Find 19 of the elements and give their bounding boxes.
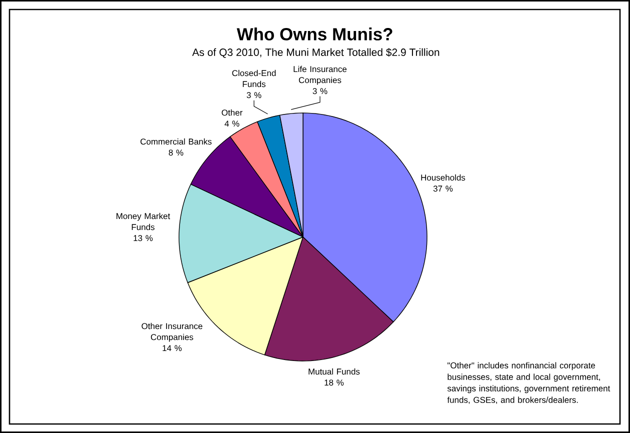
slice-label: Other Insurance Companies <box>142 322 202 342</box>
data-label: 8 % <box>168 150 184 156</box>
data-label: 13 % <box>134 235 153 242</box>
data-label: 37 % <box>433 186 453 192</box>
slice-label: Money Market Funds <box>116 212 170 230</box>
slice-label: Commercial Banks <box>140 138 212 145</box>
chart-subtitle: As of Q3 2010, The Muni Market Totalled $2.9 Trillion <box>192 48 440 58</box>
data-label: 3 % <box>246 92 262 98</box>
slice-label: Life Insurance Companies <box>294 66 347 85</box>
slice-label: Closed-End Funds <box>232 70 276 88</box>
data-label: 14 % <box>162 345 182 352</box>
text: "Other" includes nonfinancial corporate businesses, state and local government, savings institutions, government retirement funds, GSEs, and brokers/dealers. <box>447 362 610 404</box>
slice-label: Households <box>421 174 466 181</box>
data-label: 3 % <box>312 88 328 94</box>
slice-label: Mutual Funds <box>308 368 360 375</box>
slice-label: Other <box>222 109 242 116</box>
data-label: 18 % <box>324 380 344 386</box>
data-label: 4 % <box>224 120 240 127</box>
chart-title: Who Owns Munis? <box>236 28 392 40</box>
